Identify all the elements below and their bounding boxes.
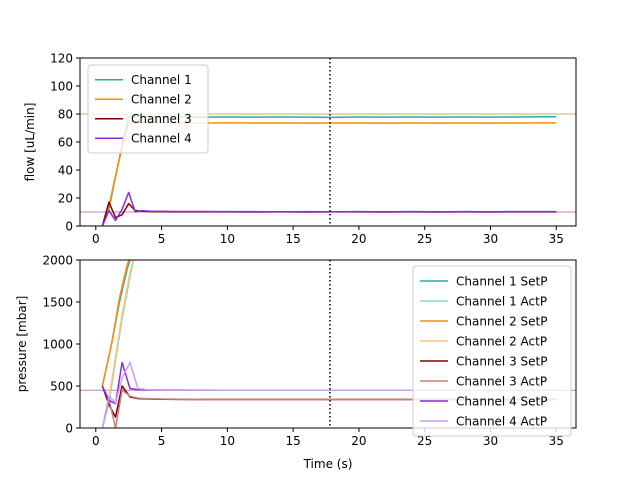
y-tick-label: 80: [58, 107, 73, 121]
x-tick-label: 15: [285, 232, 300, 246]
legend-entry: Channel 3 ActP: [456, 374, 547, 388]
pressure-legend: Channel 1 SetP Channel 1 ActP Channel 2 Se…: [412, 265, 572, 437]
legend-entry: Channel 4: [131, 132, 192, 146]
legend-box: [87, 64, 209, 154]
flow-axes: 0 5 10 15 20 25 30 35 0 20 40 60 80 100 120 flow [uL/…: [23, 51, 577, 246]
legend-entry: Channel 1 SetP: [456, 274, 547, 288]
y-tick-label: 500: [50, 379, 73, 393]
y-tick-label: 0: [65, 421, 73, 435]
pressure-y-ticks: 0 500 1000 1500 2000: [42, 253, 80, 435]
x-tick-label: 30: [483, 434, 498, 448]
legend-entry: Channel 2 ActP: [456, 334, 547, 348]
legend-entry: Channel 3 SetP: [456, 354, 547, 368]
pressure-axes: 0 5 10 15 20 25 30 35 0 500 1000 1500 2000 pressure…: [15, 253, 577, 448]
flow-y-ticks: 0 20 40 60 80 100 120: [50, 51, 80, 233]
y-tick-label: 40: [58, 163, 73, 177]
x-tick-label: 0: [92, 434, 100, 448]
series-line-channel-4-actp: [101, 361, 557, 428]
y-tick-label: 60: [58, 135, 73, 149]
legend-entry: Channel 1: [131, 73, 192, 87]
x-tick-label: 10: [220, 232, 235, 246]
y-tick-label: 0: [65, 219, 73, 233]
x-tick-label: 15: [285, 434, 300, 448]
flow-legend: Channel 1 Channel 2 Channel 3 Channel 4: [87, 64, 209, 154]
x-tick-label: 35: [549, 232, 564, 246]
y-tick-label: 120: [50, 51, 73, 65]
pressure-y-axis-label: pressure [mbar]: [15, 296, 29, 393]
pressure-series: [101, 260, 557, 428]
x-tick-label: 25: [417, 434, 432, 448]
legend-box: [412, 265, 572, 437]
x-tick-label: 0: [92, 232, 100, 246]
y-tick-label: 20: [58, 191, 73, 205]
y-tick-label: 2000: [42, 253, 73, 267]
legend-entry: Channel 4 SetP: [456, 394, 547, 408]
x-tick-label: 10: [220, 434, 235, 448]
legend-entry: Channel 3: [131, 112, 192, 126]
flow-x-ticks: 0 5 10 15 20 25 30 35: [92, 226, 564, 246]
x-tick-label: 20: [351, 434, 366, 448]
x-tick-label: 25: [417, 232, 432, 246]
legend-entry: Channel 1 ActP: [456, 294, 547, 308]
legend-entry: Channel 2: [131, 93, 192, 107]
y-tick-label: 1500: [42, 295, 73, 309]
y-tick-label: 1000: [42, 337, 73, 351]
legend-entry: Channel 2 SetP: [456, 314, 547, 328]
x-tick-label: 20: [351, 232, 366, 246]
x-tick-label: 5: [158, 434, 166, 448]
y-tick-label: 100: [50, 79, 73, 93]
x-axis-label: Time (s): [303, 457, 353, 471]
flow-y-axis-label: flow [uL/min]: [23, 103, 37, 182]
x-tick-label: 5: [158, 232, 166, 246]
x-tick-label: 35: [549, 434, 564, 448]
x-tick-label: 30: [483, 232, 498, 246]
legend-entry: Channel 4 ActP: [456, 414, 547, 428]
pressure-x-ticks: 0 5 10 15 20 25 30 35: [92, 428, 564, 448]
series-line-channel-4: [101, 191, 557, 226]
series-line-channel-3-actp: [101, 389, 557, 428]
